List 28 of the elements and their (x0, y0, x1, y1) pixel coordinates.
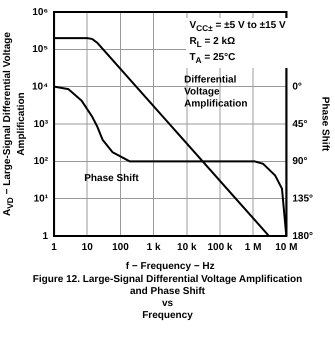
x-tick-label: 100 (112, 242, 130, 253)
y2-tick-label: 45° (292, 118, 308, 130)
y-tick-label: 10⁶ (32, 6, 48, 18)
y2-tick-label: 0° (292, 81, 302, 92)
x-tick-label: 10 k (177, 242, 197, 253)
y-tick-label: 10¹ (34, 193, 49, 204)
annotation: T$_{A}$ = 25°C (189, 51, 236, 67)
x-tick-label: 1 M (244, 242, 262, 253)
y-tick-label: 10⁵ (32, 44, 48, 56)
text: Figure 12. Large-Signal Differential Voltage Amplification and Phase Shift vs Frequency (32, 274, 304, 322)
x-tick-label: 1 (51, 242, 58, 253)
y2-axis-title: Phase Shift (319, 96, 330, 152)
x-tick-label: 100 k (207, 242, 233, 253)
x-axis-title: f − Frequency − Hz (126, 260, 215, 272)
x-tick-label: 1 k (146, 242, 161, 253)
text: Differential Voltage Amplification (184, 74, 248, 110)
x-tick-label: 10 M (275, 242, 298, 253)
y-tick-label: 1 (42, 230, 49, 242)
y2-tick-label: 90° (292, 156, 308, 168)
series-label: Phase Shift (84, 173, 140, 184)
y2-tick-label: 135° (292, 193, 314, 204)
annotation: V$_{CC±}$ = ±5 V to ±15 V (189, 19, 286, 35)
y2-tick-label: 180° (292, 230, 314, 242)
y-tick-label: 10⁴ (32, 81, 48, 92)
x-tick-label: 10 (82, 242, 94, 253)
y-tick-label: 10³ (34, 118, 49, 130)
y-tick-label: 10² (34, 156, 49, 168)
annotation: R$_{L}$ = 2 kΩ (189, 35, 236, 51)
